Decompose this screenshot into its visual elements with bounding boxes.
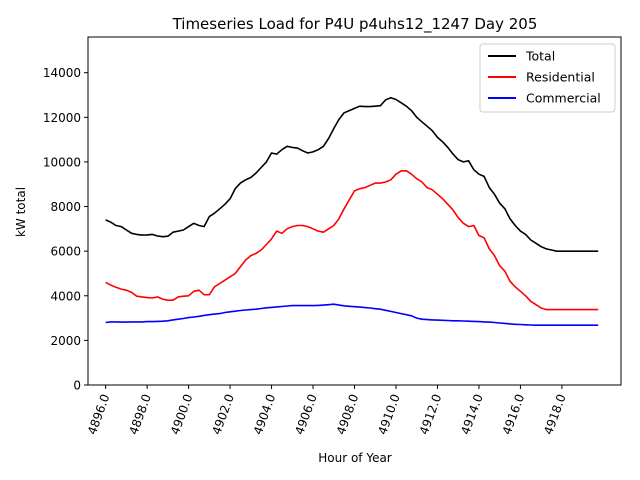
- x-tick-label: 4896.0: [85, 392, 113, 436]
- x-tick-label: 4902.0: [209, 392, 237, 436]
- chart-title: Timeseries Load for P4U p4uhs12_1247 Day…: [172, 15, 538, 34]
- series-line-residential: [105, 170, 599, 311]
- x-tick-label: 4908.0: [334, 392, 362, 436]
- y-tick-label: 14000: [43, 66, 81, 80]
- legend: Total Residential Commercial: [479, 43, 616, 113]
- x-axis: 4896.0 4898.0 4900.0 4902.0 4904.0 4906.0 4908…: [85, 385, 569, 436]
- y-tick-label: 12000: [43, 111, 81, 125]
- x-tick-label: 4914.0: [458, 392, 486, 436]
- legend-label-commercial: Commercial: [526, 91, 601, 106]
- y-tick-label: 2000: [50, 334, 81, 348]
- series-line-commercial: [105, 303, 599, 327]
- y-tick-label: 6000: [50, 245, 81, 259]
- y-axis: 0 2000 4000 6000 8000 10000 12000 14000: [43, 66, 88, 393]
- x-tick-label: 4900.0: [168, 392, 196, 436]
- y-axis-label: kW total: [14, 187, 28, 237]
- legend-label-total: Total: [525, 49, 555, 64]
- x-tick-label: 4898.0: [126, 392, 154, 436]
- legend-label-residential: Residential: [526, 70, 595, 85]
- x-tick-label: 4906.0: [292, 392, 320, 436]
- x-tick-label: 4910.0: [375, 392, 403, 436]
- legend-box: [479, 43, 616, 113]
- x-tick-label: 4912.0: [417, 392, 445, 436]
- series-line-total: [105, 96, 599, 252]
- y-tick-label: 8000: [50, 200, 81, 214]
- x-axis-label: Hour of Year: [318, 451, 392, 465]
- y-tick-label: 0: [73, 379, 81, 393]
- x-tick-label: 4916.0: [500, 392, 528, 436]
- y-tick-label: 10000: [43, 155, 81, 169]
- y-tick-label: 4000: [50, 289, 81, 303]
- x-tick-label: 4918.0: [541, 392, 569, 436]
- x-tick-label: 4904.0: [251, 392, 279, 436]
